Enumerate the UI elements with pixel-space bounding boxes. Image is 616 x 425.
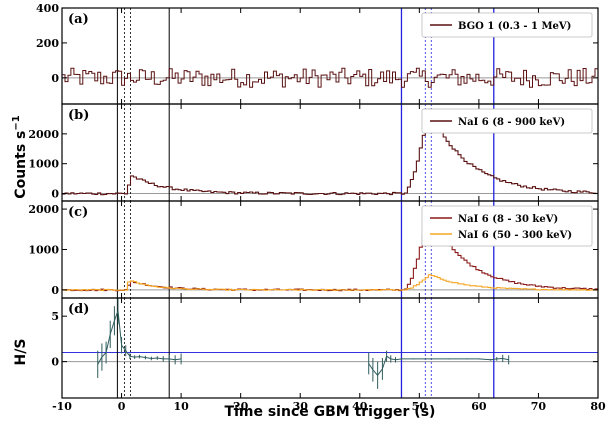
y-axis-title-hs: H/S: [13, 339, 29, 366]
panel-0-plot-area: [62, 8, 598, 104]
xtick-label-2: 10: [173, 400, 189, 413]
xtick-label-3: 20: [233, 400, 249, 413]
xtick-label-8: 70: [531, 400, 547, 413]
panel-2-ytick-label-0: 0: [51, 284, 59, 297]
xtick-label-0: -10: [52, 400, 72, 413]
panel-2-label: (c): [68, 205, 88, 220]
y-axis-title-counts: Counts s−1: [11, 115, 29, 198]
panel-2-legend-label-1: NaI 6 (50 - 300 keV): [458, 230, 572, 241]
panel-1-series-0-line: [62, 108, 598, 196]
panel-3-ytick-label-0: 0: [51, 356, 59, 369]
panel-1-ytick-label-2: 2000: [28, 128, 59, 141]
panel-1-ytick-label-1: 1000: [28, 158, 59, 171]
panel-3-ratio-line-0: [97, 310, 182, 365]
panel-1-label: (b): [68, 108, 89, 123]
panel-3-label: (d): [68, 302, 89, 317]
panel-2-legend-label-0: NaI 6 (8 - 30 keV): [458, 214, 558, 225]
panel-2-plot-area: [62, 201, 598, 298]
panel-0: 0 200 400 (a) BGO 1 (0.3 - 1 MeV): [36, 2, 599, 105]
panel-0-ytick-label-2: 400: [36, 2, 59, 15]
panel-0-ytick-label-0: 0: [51, 72, 59, 85]
xtick-label-6: 50: [412, 400, 428, 413]
y-axis-title-counts-sup: −1: [11, 115, 22, 130]
panel-0-label: (a): [68, 12, 89, 27]
panel-3-ratio-line-1: [368, 355, 509, 377]
x-axis-title: Time since GBM trigger (s): [225, 404, 436, 420]
panel-1-ytick-label-0: 0: [51, 188, 59, 201]
panel-2: 0 1000 2000 (c) NaI 6 (8 - 30 keV) NaI 6 (50 …: [28, 200, 599, 299]
panel-2-ytick-label-2: 2000: [28, 203, 59, 216]
panel-0-ytick-label-1: 200: [36, 37, 59, 50]
y-axis-title-counts-base: Counts s: [13, 131, 29, 199]
xtick-label-1: 0: [118, 400, 126, 413]
xtick-label-5: 40: [352, 400, 368, 413]
panel-1-legend-label-0: NaI 6 (8 - 900 keV): [458, 117, 565, 128]
panel-1-legend-box: [421, 108, 593, 134]
panel-2-legend-box: [421, 205, 593, 247]
panel-3-plot-area: [62, 298, 598, 398]
xtick-label-9: 80: [590, 400, 606, 413]
xtick-label-4: 30: [293, 400, 309, 413]
panel-0-series-0-line: [62, 67, 598, 88]
panel-3-ytick-label-1: 5: [51, 310, 59, 323]
panel-3-frame: [61, 297, 599, 399]
panel-3: 0 5 (d): [51, 297, 599, 399]
panel-0-legend-box: [421, 12, 593, 38]
panel-2-ytick-label-1: 1000: [28, 244, 59, 257]
panel-2-series-1-line: [62, 274, 598, 291]
panel-0-legend-label-0: BGO 1 (0.3 - 1 MeV): [458, 21, 571, 32]
panel-1: 0 1000 2000 (b) NaI 6 (8 - 900 keV): [28, 103, 599, 202]
xtick-label-7: 60: [471, 400, 487, 413]
